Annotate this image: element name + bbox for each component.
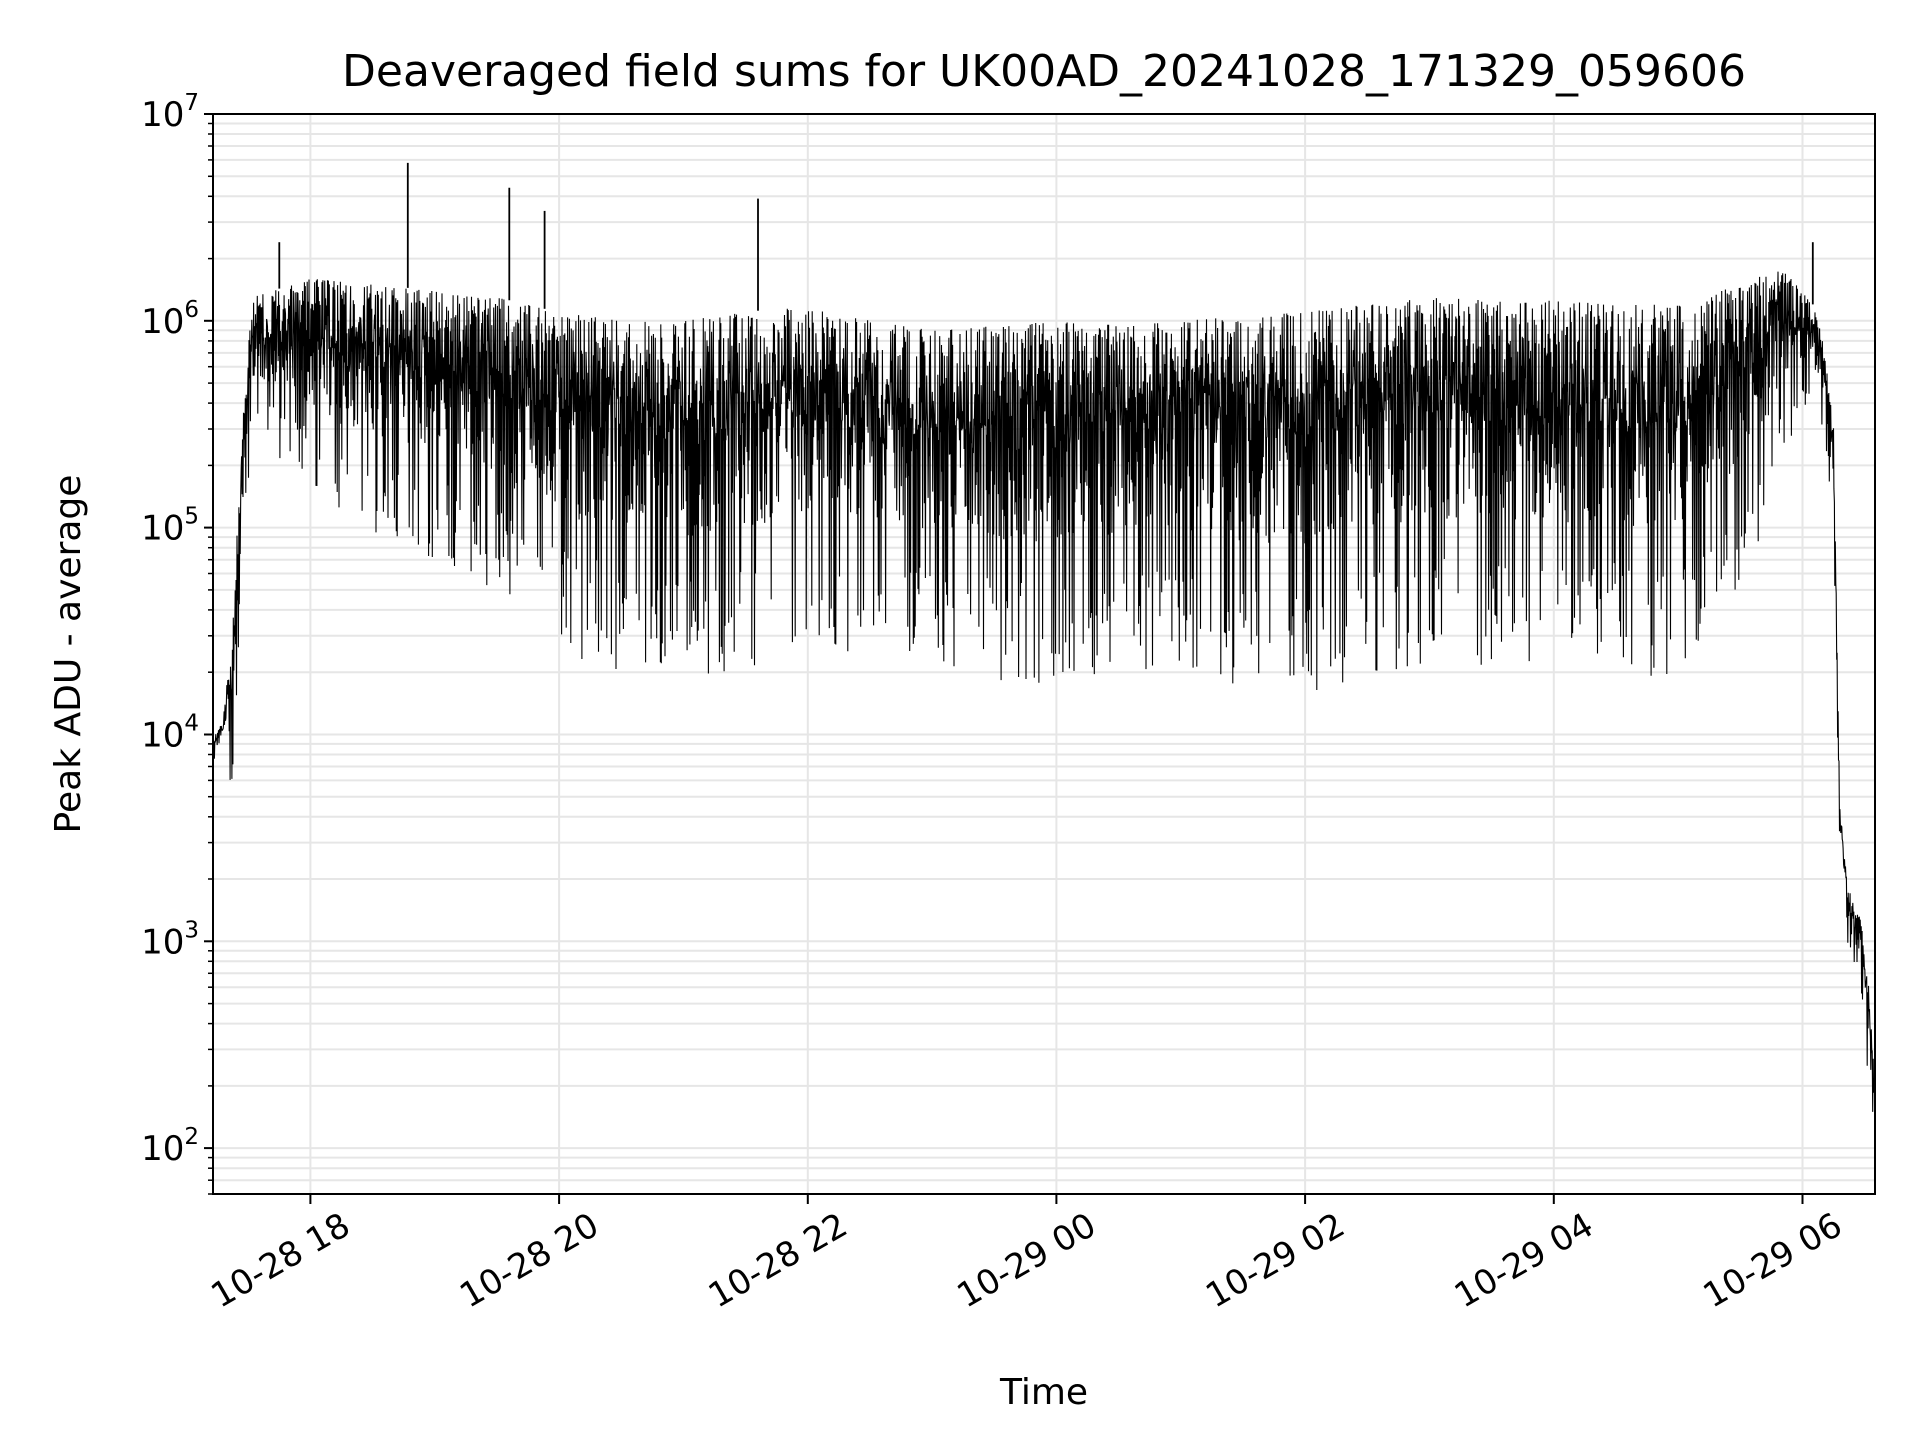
y-tick-label: 107	[141, 90, 199, 135]
series-line	[212, 271, 1876, 1112]
y-tick-label: 106	[141, 297, 199, 342]
x-axis-label: Time	[999, 1372, 1088, 1413]
y-tick-label: 102	[141, 1124, 199, 1169]
y-tick-label: 105	[141, 504, 199, 549]
y-tick-label: 103	[141, 917, 199, 962]
plot-area	[212, 162, 1876, 1112]
y-tick-label: 104	[141, 711, 199, 756]
y-axis-label: Peak ADU - average	[48, 475, 89, 834]
axes-frame	[212, 113, 1876, 1195]
chart-title: Deaveraged field sums for UK00AD_2024102…	[342, 46, 1746, 97]
